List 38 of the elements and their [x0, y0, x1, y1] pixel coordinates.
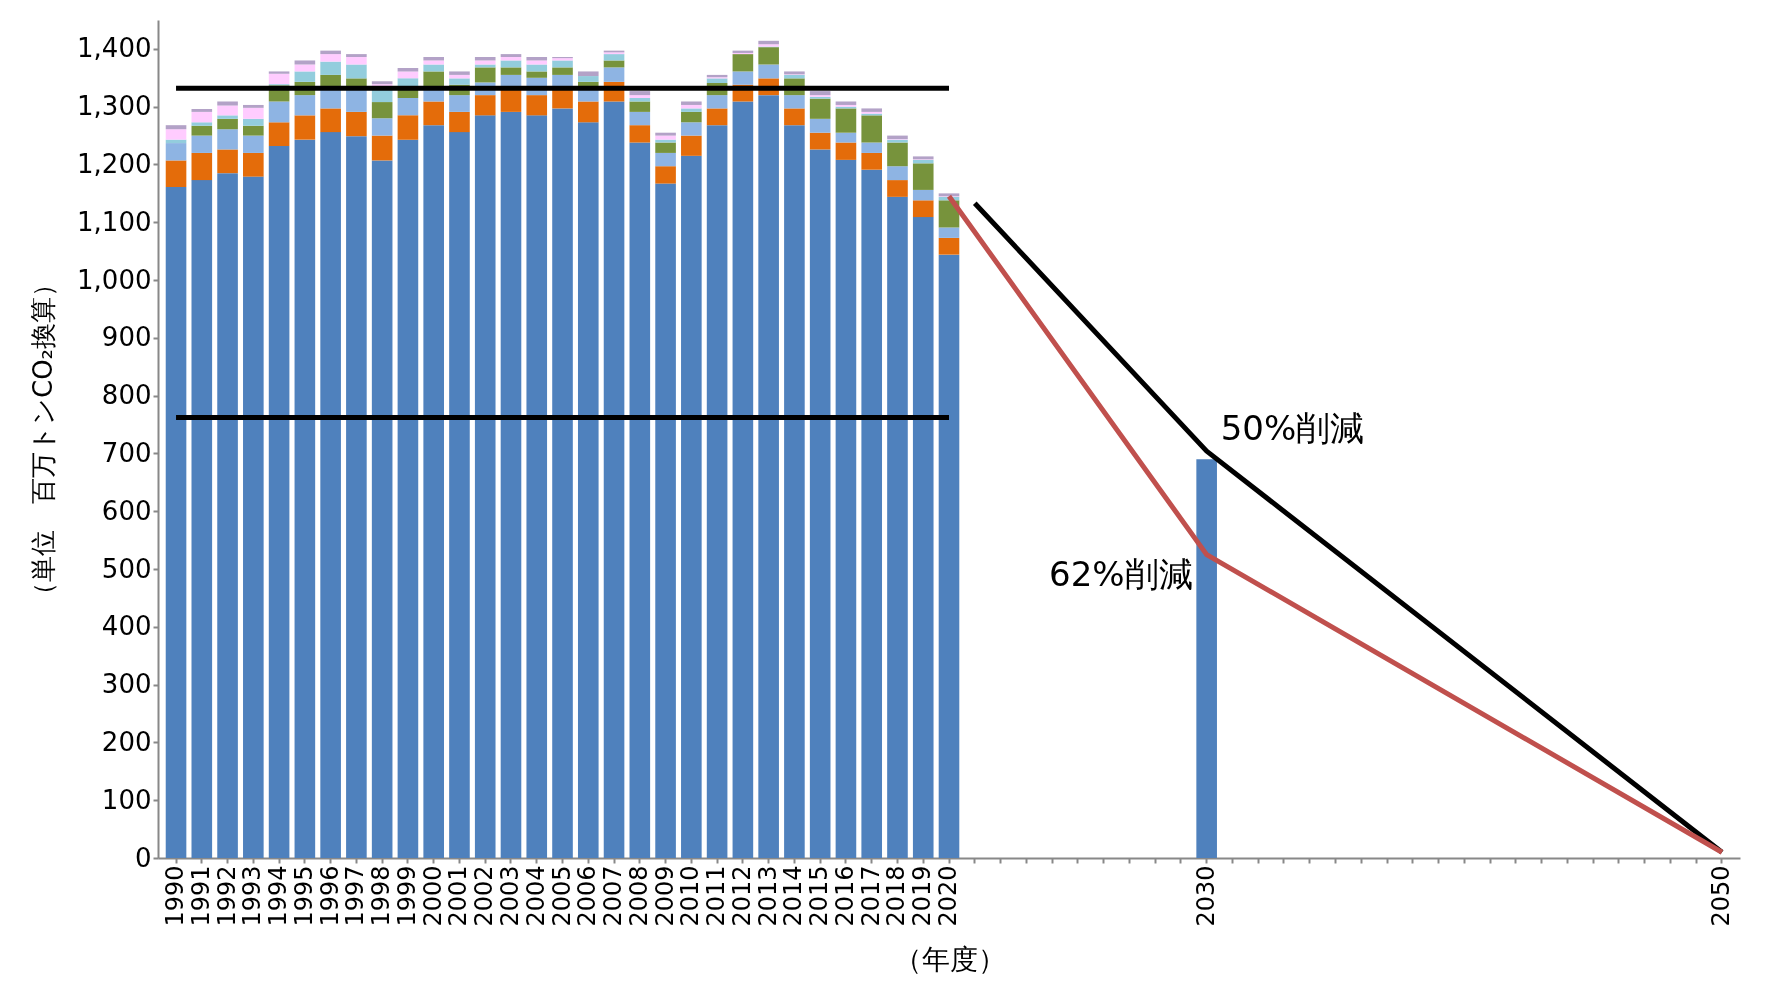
y-tick-label: 200	[101, 726, 152, 757]
x-tick-label: 2013	[753, 865, 782, 927]
y-tick-label: 900	[101, 322, 152, 353]
y-tick-label: 700	[101, 437, 152, 468]
y-tick-label: 1,400	[77, 33, 152, 64]
x-tick-label: 2030	[1191, 865, 1220, 927]
x-tick-label: 1992	[212, 865, 241, 927]
y-axis-title: （単位 百万トンCO₂換算）	[28, 270, 59, 609]
annotation: 62%削減	[1049, 553, 1193, 594]
x-tick-label: 2009	[650, 865, 679, 927]
x-tick-label: 2020	[934, 865, 962, 927]
x-tick-label: 2000	[418, 865, 447, 927]
x-tick-label: 2019	[908, 865, 937, 927]
y-tick-label: 0	[134, 842, 152, 873]
x-tick-label: 2006	[573, 865, 602, 927]
x-tick-label: 2004	[521, 865, 550, 927]
y-tick-label: 1,100	[77, 206, 152, 237]
annotation: 50%削減	[1220, 408, 1365, 449]
y-tick-label: 500	[101, 553, 152, 584]
x-tick-label: 2010	[676, 865, 705, 927]
y-tick-label: 300	[101, 669, 152, 700]
x-tick-label: 2017	[856, 865, 885, 927]
x-tick-label: 2001	[444, 865, 473, 927]
x-tick-label: 2005	[547, 865, 576, 927]
x-tick-label: 2050	[1706, 865, 1735, 927]
x-tick-label: 1996	[315, 865, 344, 927]
x-tick-label: 1997	[341, 865, 370, 927]
y-tick-label: 100	[101, 784, 152, 815]
x-axis-title: （年度）	[893, 942, 1006, 976]
x-tick-label: 2018	[882, 865, 911, 927]
y-tick-label: 1,200	[77, 148, 152, 179]
x-tick-label: 2014	[779, 865, 808, 927]
y-tick-label: 400	[101, 611, 152, 642]
x-tick-label: 1993	[238, 865, 267, 927]
y-tick-label: 1,000	[77, 264, 152, 295]
y-tick-label: 1,300	[77, 91, 152, 122]
y-tick-label: 800	[101, 380, 152, 411]
y-tick-label: 600	[101, 495, 152, 526]
